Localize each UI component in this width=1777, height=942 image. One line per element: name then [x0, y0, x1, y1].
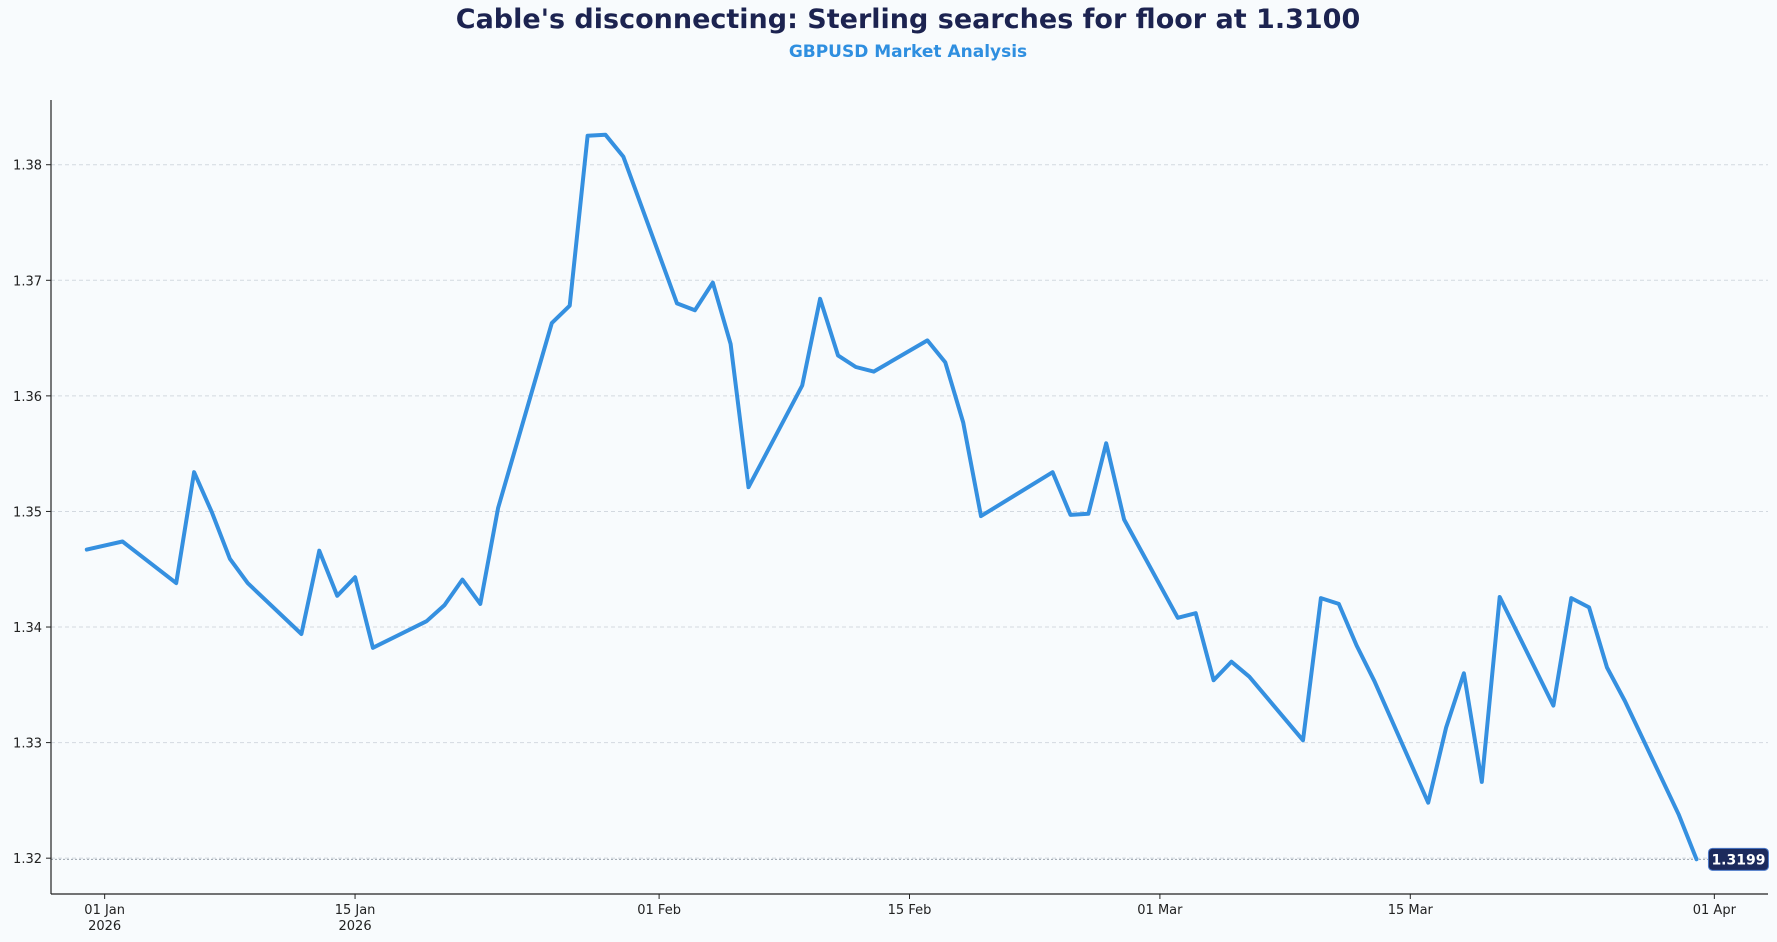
y-tick-label: 1.33 [13, 737, 42, 752]
x-tick-year-label: 2026 [88, 919, 121, 934]
x-tick-label: 01 Jan [84, 903, 125, 918]
x-tick-label: 01 Feb [637, 903, 681, 918]
y-tick-label: 1.37 [13, 274, 42, 289]
x-tick-label: 01 Mar [1137, 903, 1183, 918]
x-tick-label: 01 Apr [1693, 903, 1737, 918]
x-tick-label: 15 Jan [335, 903, 376, 918]
gridlines [51, 164, 1768, 860]
series-layer [84, 132, 1699, 862]
last-value-badge-box [1707, 847, 1769, 871]
y-axis-ticks: 1.32 1.33 1.34 1.35 1.36 1.37 1.38 [13, 159, 51, 867]
x-tick-label: 15 Feb [888, 903, 932, 918]
y-tick-label: 1.32 [13, 852, 42, 867]
series-line-gbpusd [84, 132, 1699, 862]
axes [50, 100, 1768, 895]
x-tick-year-label: 2026 [339, 919, 372, 934]
last-value-badge: 1.3199 [1707, 847, 1769, 871]
y-tick-label: 1.34 [13, 621, 42, 636]
chart-subtitle: GBPUSD Market Analysis [788, 42, 1028, 62]
x-tick-label: 15 Mar [1388, 903, 1434, 918]
y-tick-label: 1.38 [13, 159, 42, 174]
chart-title: Cable's disconnecting: Sterling searches… [455, 4, 1361, 35]
y-tick-label: 1.36 [13, 390, 42, 405]
last-value-label: 1.3199 [1711, 852, 1765, 868]
y-tick-label: 1.35 [13, 505, 42, 520]
